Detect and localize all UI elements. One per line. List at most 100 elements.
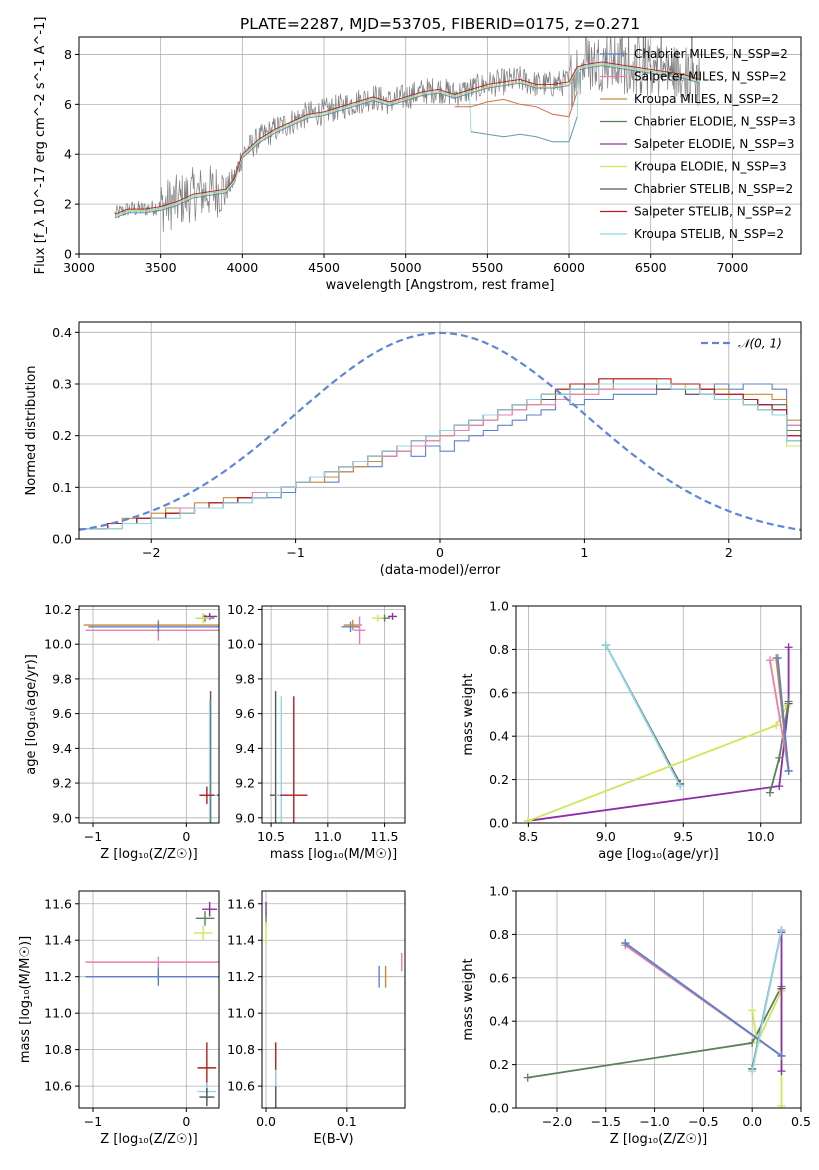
plot-area — [114, 37, 701, 233]
y-tick-label: 11.6 — [44, 896, 72, 911]
axes-frame — [515, 605, 802, 824]
plot-area — [85, 901, 219, 1107]
weight-marker — [766, 788, 775, 797]
legend-label: 𝒩(0, 1) — [738, 337, 782, 351]
y-tick-label: 9.0 — [52, 810, 72, 825]
x-axis-label: Z [log₁₀(Z/Z☉)] — [610, 1132, 707, 1147]
weight-marker — [775, 753, 784, 762]
y-tick-label: 0.0 — [489, 1101, 509, 1116]
x-tick-label: 6500 — [635, 260, 667, 275]
x-tick-label: −2 — [142, 545, 160, 560]
legend-label: Salpeter STELIB, N_SSP=2 — [634, 205, 792, 219]
x-tick-label: 2 — [725, 545, 733, 560]
x-tick-label: 0.0 — [256, 1114, 276, 1129]
x-tick-label: 0 — [182, 1114, 190, 1129]
plot-area — [524, 641, 793, 823]
y-tick-label: 1.0 — [489, 884, 509, 899]
weight-line — [776, 658, 790, 771]
weight-marker — [777, 1101, 786, 1108]
model-fit-line — [114, 61, 700, 215]
y-axis-label: Flux [f_λ 10^-17 erg cm^-2 s^-1 A^-1] — [33, 17, 48, 275]
legend-label: Chabrier STELIB, N_SSP=2 — [634, 182, 793, 196]
axes-frame — [261, 890, 406, 1109]
weight-line — [528, 647, 790, 822]
weight-marker — [784, 766, 793, 775]
legend-label: Chabrier MILES, N_SSP=2 — [634, 47, 788, 61]
x-tick-label: 5000 — [390, 260, 422, 275]
weight-marker — [621, 939, 630, 948]
x-tick-label: 10.5 — [257, 829, 285, 844]
x-tick-label: 0.5 — [791, 1114, 811, 1129]
y-tick-label: 8 — [64, 47, 72, 62]
weight-marker — [773, 654, 782, 663]
x-tick-label: 4500 — [308, 260, 340, 275]
y-tick-label: 10.8 — [227, 1042, 255, 1057]
y-tick-label: 9.2 — [235, 776, 255, 791]
legend-label: Kroupa STELIB, N_SSP=2 — [634, 227, 784, 241]
panel-residuals: −2 −1 0 1 2 0.0 0.1 0.2 0.3 0.4 𝒩(0, 1) (data-model… — [24, 321, 802, 578]
y-tick-label: 10.0 — [44, 637, 72, 652]
y-tick-label: 0.3 — [52, 377, 72, 392]
x-tick-label: −1.0 — [639, 1114, 669, 1129]
y-tick-label: 11.6 — [227, 896, 255, 911]
y-tick-label: 0.4 — [489, 729, 509, 744]
plot-area — [523, 926, 786, 1108]
y-axis-label: age [log₁₀(age/yr)] — [24, 654, 39, 775]
x-tick-label: 10.0 — [747, 829, 775, 844]
x-tick-label: 0.1 — [337, 1114, 357, 1129]
x-tick-label: −0.5 — [688, 1114, 718, 1129]
x-tick-label: −1 — [286, 545, 304, 560]
y-tick-label: 9.8 — [52, 671, 72, 686]
legend-label: Kroupa ELODIE, N_SSP=3 — [634, 160, 787, 174]
legend-label: Kroupa MILES, N_SSP=2 — [634, 92, 779, 106]
x-tick-label: 5500 — [471, 260, 503, 275]
weight-marker — [784, 697, 793, 706]
y-tick-label: 11.4 — [44, 933, 72, 948]
weight-marker — [777, 1051, 786, 1060]
model-fit-line — [114, 63, 700, 218]
axes-frame — [78, 36, 802, 255]
weight-marker — [777, 984, 786, 993]
y-tick-label: 0.6 — [489, 970, 509, 985]
weight-marker — [777, 926, 786, 935]
y-tick-label: 9.4 — [52, 741, 72, 756]
y-tick-label: 10.8 — [44, 1042, 72, 1057]
weight-marker — [524, 816, 533, 823]
y-axis-label: Normed distribution — [24, 366, 39, 496]
panel-mass_vs_EBV: 0.0 0.1 10.6 10.8 11.0 11.2 11.4 11.6 E(B-V) — [227, 890, 406, 1147]
y-tick-label: 0.0 — [52, 532, 72, 547]
axes-frame — [78, 605, 220, 824]
y-tick-label: 4 — [64, 147, 72, 162]
weight-marker — [748, 1006, 757, 1015]
model-fit-line — [114, 62, 700, 216]
histogram-series — [79, 383, 801, 530]
y-tick-label: 9.6 — [235, 706, 255, 721]
y-tick-label: 0.1 — [52, 480, 72, 495]
x-tick-label: 6000 — [553, 260, 585, 275]
x-axis-label: E(B-V) — [313, 1132, 353, 1147]
model-fit-line — [454, 91, 578, 118]
x-axis-label: Z [log₁₀(Z/Z☉)] — [100, 1132, 197, 1147]
weight-marker — [748, 1067, 757, 1076]
axes-frame — [261, 605, 406, 824]
x-tick-label: 0.0 — [742, 1114, 762, 1129]
x-axis-label: (data-model)/error — [380, 563, 501, 578]
y-axis-label: mass weight — [461, 958, 476, 1040]
x-tick-label: 9.0 — [596, 829, 616, 844]
plot-area — [269, 612, 398, 823]
axes-frame — [78, 890, 220, 1109]
panel-spectrum: 3000 3500 4000 4500 5000 5500 6000 6500 7000 0 2 4 6… — [33, 17, 802, 293]
x-tick-label: −1 — [84, 1114, 102, 1129]
gaussian-curve — [79, 331, 801, 531]
x-tick-label: 7000 — [716, 260, 748, 275]
y-tick-label: 11.2 — [44, 969, 72, 984]
y-tick-label: 0.6 — [489, 685, 509, 700]
x-tick-label: −1.5 — [591, 1114, 621, 1129]
weight-marker — [784, 643, 793, 652]
figure-title: PLATE=2287, MJD=53705, FIBERID=0175, z=0… — [240, 15, 640, 33]
x-tick-label: 9.5 — [673, 829, 693, 844]
x-tick-label: −1 — [84, 829, 102, 844]
y-tick-label: 2 — [64, 197, 72, 212]
model-fit-line — [114, 65, 700, 219]
x-tick-label: 3500 — [145, 260, 177, 275]
